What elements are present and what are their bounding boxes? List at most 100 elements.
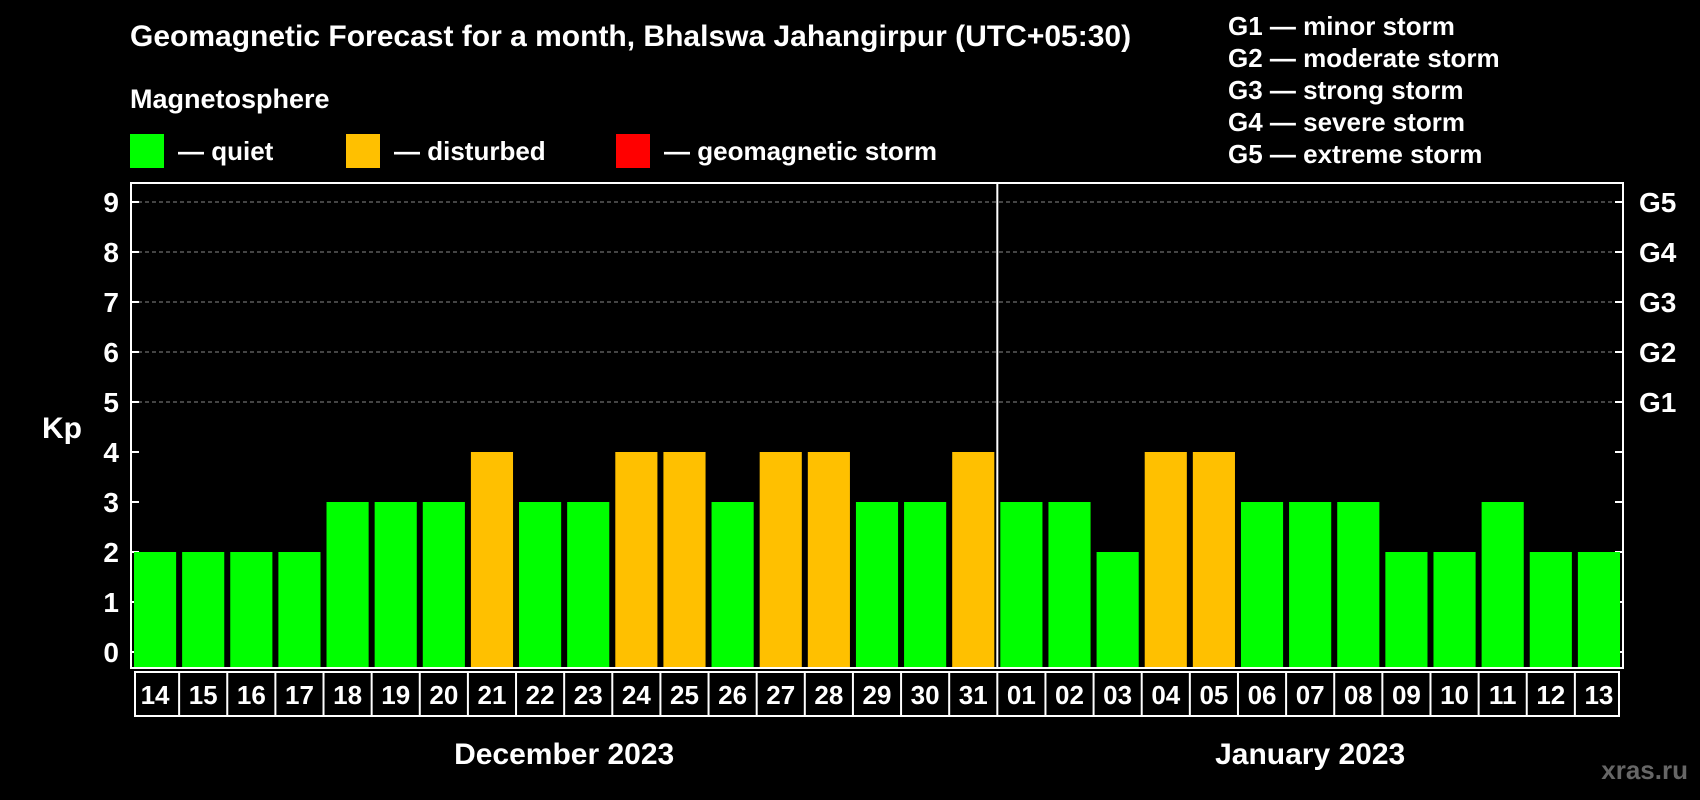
y-tick-label: 7 bbox=[103, 287, 119, 318]
kp-bar bbox=[1000, 502, 1043, 667]
day-label: 09 bbox=[1392, 680, 1421, 710]
y-tick-label: 0 bbox=[103, 637, 119, 668]
y-tick-label: 8 bbox=[103, 237, 119, 268]
kp-bar bbox=[567, 502, 610, 667]
day-label: 12 bbox=[1536, 680, 1565, 710]
kp-bar bbox=[1577, 552, 1620, 667]
g-level-label: G5 bbox=[1639, 187, 1676, 218]
day-label: 19 bbox=[381, 680, 410, 710]
legend-disturbed-label: — disturbed bbox=[394, 135, 546, 166]
y-tick-label: 9 bbox=[103, 187, 119, 218]
day-label: 22 bbox=[526, 680, 555, 710]
kp-bar bbox=[952, 452, 995, 667]
g-level-label: G3 bbox=[1639, 287, 1676, 318]
kp-bar bbox=[759, 452, 802, 667]
kp-bar bbox=[1385, 552, 1428, 667]
y-tick-label: 2 bbox=[103, 537, 119, 568]
day-label: 16 bbox=[237, 680, 266, 710]
g-scale-g3: G3 — strong storm bbox=[1228, 75, 1464, 105]
kp-bar bbox=[1048, 502, 1091, 667]
kp-bar bbox=[230, 552, 273, 667]
kp-bar bbox=[615, 452, 658, 667]
day-label: 04 bbox=[1151, 680, 1180, 710]
kp-bar bbox=[1289, 502, 1332, 667]
g-level-label: G2 bbox=[1639, 337, 1676, 368]
day-label: 07 bbox=[1296, 680, 1325, 710]
kp-bar bbox=[134, 552, 177, 667]
day-label: 20 bbox=[429, 680, 458, 710]
day-label: 24 bbox=[622, 680, 651, 710]
day-label: 30 bbox=[911, 680, 940, 710]
day-label: 23 bbox=[574, 680, 603, 710]
day-label: 08 bbox=[1344, 680, 1373, 710]
magnetosphere-label: Magnetosphere bbox=[130, 84, 330, 114]
legend-quiet: — quiet bbox=[130, 134, 273, 168]
g-level-label: G4 bbox=[1639, 237, 1677, 268]
kp-bar bbox=[663, 452, 706, 667]
day-label: 14 bbox=[141, 680, 170, 710]
kp-bar bbox=[1529, 552, 1572, 667]
day-label: 31 bbox=[959, 680, 988, 710]
day-label-frame bbox=[134, 671, 1620, 717]
g-scale-g4: G4 — severe storm bbox=[1228, 107, 1466, 137]
month-label: December 2023 bbox=[454, 738, 674, 771]
y-tick-label: 1 bbox=[103, 587, 119, 618]
g-scale-g5: G5 — extreme storm bbox=[1228, 139, 1483, 169]
legend-quiet-label: — quiet bbox=[178, 135, 274, 166]
y-axis-label: Kp bbox=[42, 412, 82, 445]
kp-bar bbox=[1096, 552, 1139, 667]
g-level-label: G1 bbox=[1639, 387, 1676, 418]
day-label: 28 bbox=[814, 680, 843, 710]
kp-bar bbox=[1433, 552, 1476, 667]
watermark: xras.ru bbox=[1601, 755, 1688, 785]
kp-bar bbox=[904, 502, 947, 667]
chart-title: Geomagnetic Forecast for a month, Bhalsw… bbox=[130, 20, 1132, 53]
legend-storm-label: — geomagnetic storm bbox=[664, 135, 938, 166]
legend-quiet-swatch bbox=[130, 134, 164, 168]
y-tick-label: 6 bbox=[103, 337, 119, 368]
kp-bar bbox=[855, 502, 899, 667]
day-label: 13 bbox=[1584, 680, 1613, 710]
legend-storm: — geomagnetic storm bbox=[616, 134, 937, 168]
g-scale-g1: G1 — minor storm bbox=[1228, 11, 1455, 41]
day-label: 15 bbox=[189, 680, 218, 710]
g-scale-g2: G2 — moderate storm bbox=[1228, 43, 1500, 73]
legend-disturbed-swatch bbox=[346, 134, 380, 168]
kp-bar bbox=[711, 502, 754, 667]
day-label: 01 bbox=[1007, 680, 1036, 710]
day-label: 10 bbox=[1440, 680, 1469, 710]
g-scale-legend: G1 — minor storm G2 — moderate storm G3 … bbox=[1228, 10, 1500, 170]
kp-bar bbox=[807, 452, 850, 667]
day-label: 18 bbox=[333, 680, 362, 710]
plot-frame bbox=[130, 182, 1624, 669]
day-label: 27 bbox=[766, 680, 795, 710]
kp-bar bbox=[1240, 502, 1284, 667]
kp-bar bbox=[422, 502, 465, 667]
day-label: 02 bbox=[1055, 680, 1084, 710]
y-tick-label: 4 bbox=[103, 437, 119, 468]
kp-bar bbox=[326, 502, 369, 667]
day-label: 25 bbox=[670, 680, 699, 710]
kp-bar bbox=[1481, 502, 1524, 667]
kp-bar bbox=[374, 502, 417, 667]
day-label: 17 bbox=[285, 680, 314, 710]
day-label: 29 bbox=[863, 680, 892, 710]
month-label: January 2023 bbox=[1215, 738, 1405, 771]
kp-bar bbox=[1337, 502, 1380, 667]
day-label: 06 bbox=[1248, 680, 1277, 710]
day-label: 26 bbox=[718, 680, 747, 710]
kp-bar bbox=[278, 552, 321, 667]
day-label: 03 bbox=[1103, 680, 1132, 710]
y-tick-label: 3 bbox=[103, 487, 119, 518]
y-tick-label: 5 bbox=[103, 387, 119, 418]
legend-storm-swatch bbox=[616, 134, 650, 168]
kp-bar bbox=[1192, 452, 1235, 667]
kp-bar bbox=[182, 552, 225, 667]
kp-bar bbox=[1144, 452, 1187, 667]
legend-disturbed: — disturbed bbox=[346, 134, 546, 168]
day-label: 21 bbox=[478, 680, 507, 710]
kp-bar bbox=[519, 502, 562, 667]
kp-bar bbox=[470, 452, 514, 667]
day-label: 11 bbox=[1489, 680, 1517, 710]
